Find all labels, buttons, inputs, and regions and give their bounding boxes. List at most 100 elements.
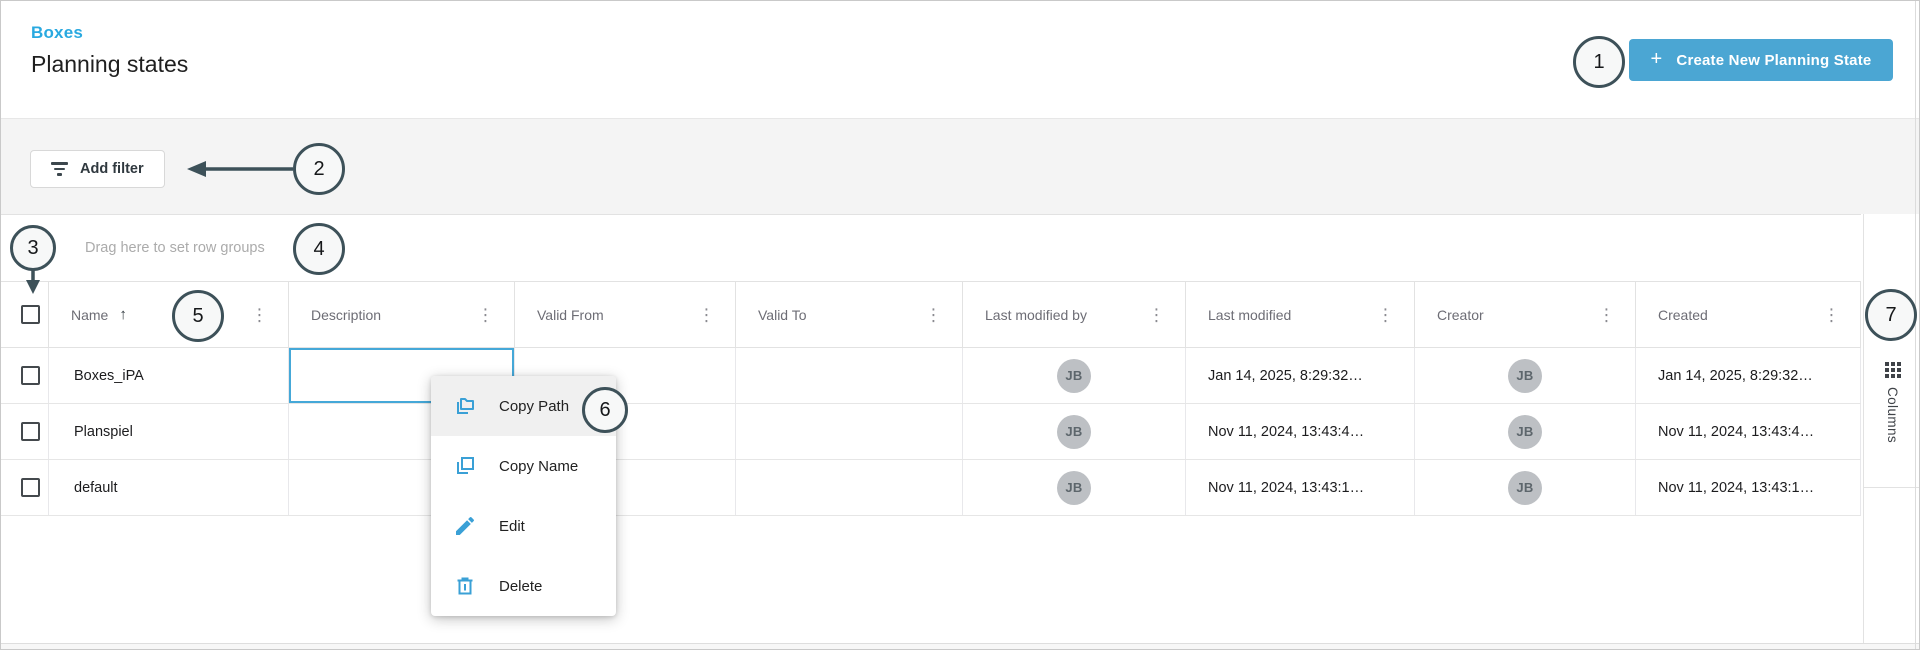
add-filter-label: Add filter	[80, 161, 144, 177]
delete-trash-icon	[457, 577, 473, 595]
columns-tab-label: Columns	[1885, 387, 1900, 444]
context-menu-item-edit[interactable]: Edit	[431, 496, 616, 556]
column-label: Creator	[1437, 306, 1484, 323]
annotation-circle-2: 2	[293, 143, 345, 195]
cell-valid-from[interactable]	[515, 348, 736, 403]
cell-last-modified[interactable]: Nov 11, 2024, 13:43:1…	[1186, 460, 1415, 515]
sort-ascending-icon: ↑	[119, 306, 127, 323]
columns-grid-icon	[1884, 362, 1901, 378]
cell-creator[interactable]: JB	[1415, 404, 1636, 459]
row-checkbox[interactable]	[21, 366, 40, 385]
cell-valid-from[interactable]	[515, 404, 736, 459]
column-header-last-modified-by[interactable]: Last modified by ⋮	[963, 282, 1186, 347]
cell-text: Nov 11, 2024, 13:43:4…	[1658, 423, 1815, 440]
column-menu-icon[interactable]: ⋮	[925, 305, 942, 324]
page-title: Planning states	[31, 51, 189, 77]
column-label: Valid From	[537, 306, 604, 323]
avatar: JB	[1057, 470, 1091, 505]
copy-path-icon	[457, 398, 474, 414]
context-menu-item-copy-name[interactable]: Copy Name	[431, 436, 616, 496]
annotation-circle-1: 1	[1573, 36, 1625, 88]
cell-last-modified-by[interactable]: JB	[963, 404, 1186, 459]
cell-last-modified-by[interactable]: JB	[963, 460, 1186, 515]
cell-description-focused[interactable]	[289, 348, 515, 403]
page-header: Boxes Planning states + Create New Plann…	[1, 1, 1919, 118]
table-row: Boxes_iPA JB Jan 14, 2025, 8:29:32… JB J…	[1, 348, 1861, 404]
context-menu-item-copy-path[interactable]: Copy Path	[431, 376, 616, 436]
add-filter-button[interactable]: Add filter	[30, 150, 165, 188]
cell-name[interactable]: default	[49, 460, 289, 515]
column-label: Valid To	[758, 306, 807, 323]
table-row: Planspiel JB Nov 11, 2024, 13:43:4… JB N…	[1, 404, 1861, 460]
column-label: Last modified by	[985, 306, 1087, 323]
cell-name[interactable]: Planspiel	[49, 404, 289, 459]
cell-text: Jan 14, 2025, 8:29:32…	[1658, 367, 1813, 384]
column-header-description[interactable]: Description ⋮	[289, 282, 515, 347]
cell-valid-to[interactable]	[736, 460, 963, 515]
column-menu-icon[interactable]: ⋮	[1148, 305, 1165, 324]
cell-name[interactable]: Boxes_iPA	[49, 348, 289, 403]
annotation-circle-5: 5	[172, 290, 224, 342]
annotation-circle-4: 4	[293, 223, 345, 275]
column-header-creator[interactable]: Creator ⋮	[1415, 282, 1636, 347]
column-menu-icon[interactable]: ⋮	[251, 305, 268, 324]
annotation-circle-6: 6	[582, 387, 628, 433]
cell-valid-to[interactable]	[736, 404, 963, 459]
plus-icon: +	[1650, 48, 1663, 70]
tool-panel-sidebar: Columns	[1863, 214, 1919, 643]
column-label: Description	[311, 306, 382, 323]
row-checkbox[interactable]	[21, 422, 40, 441]
context-menu-item-delete[interactable]: Delete	[431, 556, 616, 616]
breadcrumb-boxes-link[interactable]: Boxes	[31, 23, 84, 42]
column-label: Created	[1658, 306, 1708, 323]
create-new-planning-state-button[interactable]: + Create New Planning State	[1629, 39, 1893, 81]
avatar: JB	[1508, 358, 1542, 393]
cell-created[interactable]: Nov 11, 2024, 13:43:4…	[1636, 404, 1861, 459]
column-header-name[interactable]: Name ↑ ⋮	[49, 282, 289, 347]
column-header-valid-from[interactable]: Valid From ⋮	[515, 282, 736, 347]
cell-last-modified-by[interactable]: JB	[963, 348, 1186, 403]
menu-item-label: Copy Name	[499, 457, 579, 475]
row-group-drop-zone[interactable]: Drag here to set row groups	[1, 215, 1861, 282]
column-menu-icon[interactable]: ⋮	[698, 305, 715, 324]
menu-item-label: Delete	[499, 577, 543, 595]
column-label: Name	[71, 306, 109, 323]
column-label: Last modified	[1208, 306, 1292, 323]
row-select-cell	[1, 404, 49, 459]
page-bottom-strip	[1, 643, 1919, 649]
cell-last-modified[interactable]: Nov 11, 2024, 13:43:4…	[1186, 404, 1415, 459]
column-header-last-modified[interactable]: Last modified ⋮	[1186, 282, 1415, 347]
cell-creator[interactable]: JB	[1415, 348, 1636, 403]
column-header-created[interactable]: Created ⋮	[1636, 282, 1861, 347]
cell-created[interactable]: Jan 14, 2025, 8:29:32…	[1636, 348, 1861, 403]
cell-valid-to[interactable]	[736, 348, 963, 403]
columns-tool-panel-tab[interactable]: Columns	[1864, 347, 1919, 488]
column-menu-icon[interactable]: ⋮	[477, 305, 494, 324]
cell-last-modified[interactable]: Jan 14, 2025, 8:29:32…	[1186, 348, 1415, 403]
avatar: JB	[1057, 358, 1091, 393]
window-right-edge	[1915, 1, 1916, 649]
cell-text: Nov 11, 2024, 13:43:1…	[1658, 479, 1815, 496]
table-header-row: Name ↑ ⋮ Description ⋮ Valid From ⋮ Vali…	[1, 282, 1861, 348]
annotation-circle-3: 3	[10, 225, 56, 271]
cell-text: Nov 11, 2024, 13:43:4…	[1208, 423, 1365, 440]
cell-text: Nov 11, 2024, 13:43:1…	[1208, 479, 1365, 496]
copy-name-icon	[457, 457, 474, 474]
row-checkbox[interactable]	[21, 478, 40, 497]
column-menu-icon[interactable]: ⋮	[1377, 305, 1394, 324]
cell-valid-from[interactable]	[515, 460, 736, 515]
cell-creator[interactable]: JB	[1415, 460, 1636, 515]
menu-item-label: Copy Path	[499, 397, 570, 415]
avatar: JB	[1057, 414, 1091, 449]
column-menu-icon[interactable]: ⋮	[1598, 305, 1615, 324]
cell-created[interactable]: Nov 11, 2024, 13:43:1…	[1636, 460, 1861, 515]
row-group-placeholder: Drag here to set row groups	[85, 240, 265, 256]
menu-item-label: Edit	[499, 517, 525, 535]
column-menu-icon[interactable]: ⋮	[1823, 305, 1840, 324]
annotation-circle-7: 7	[1865, 289, 1917, 341]
select-all-checkbox[interactable]	[21, 305, 40, 324]
filter-icon	[51, 162, 68, 176]
column-header-valid-to[interactable]: Valid To ⋮	[736, 282, 963, 347]
avatar: JB	[1508, 470, 1542, 505]
